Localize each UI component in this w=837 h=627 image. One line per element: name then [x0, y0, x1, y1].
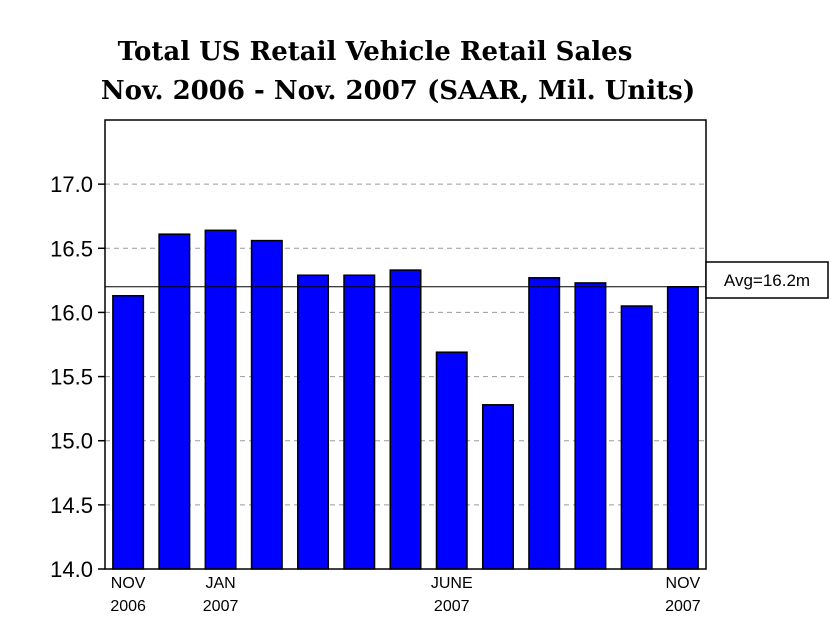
bars [112, 229, 699, 570]
bar [574, 282, 607, 570]
bar [528, 277, 561, 570]
bar [481, 404, 514, 570]
x-tick-label: JAN [205, 575, 235, 592]
bar [297, 274, 330, 570]
bar [389, 269, 422, 570]
x-tick-label: NOV [666, 575, 701, 592]
average-label-box [705, 261, 829, 299]
y-tick-label: 17.0 [50, 172, 93, 197]
x-tick-label: 2007 [665, 598, 701, 615]
y-tick-label: 16.5 [50, 236, 93, 261]
y-tick-label: 14.0 [50, 557, 93, 582]
bar [250, 239, 283, 570]
bar [158, 233, 191, 570]
chart-title-line1: Total US Retail Vehicle Retail Sales [118, 37, 633, 67]
x-tick-label: NOV [111, 575, 146, 592]
y-axis: 14.0 14.5 15.0 15.5 16.0 16.5 17.0 [50, 172, 105, 582]
x-tick-label: 2007 [434, 598, 470, 615]
y-tick-label: 16.0 [50, 300, 93, 325]
average-label: Avg=16.2m [724, 271, 810, 290]
bar [204, 229, 237, 570]
y-tick-label: 15.0 [50, 429, 93, 454]
bar [435, 351, 468, 570]
bar [343, 274, 376, 570]
y-tick-label: 15.5 [50, 365, 93, 390]
bar [112, 295, 145, 570]
plot-frame [104, 119, 707, 570]
x-axis: NOV 2006 JAN 2007 JUNE 2007 NOV 2007 [110, 575, 700, 615]
x-tick-label: JUNE [431, 575, 473, 592]
bar [666, 286, 699, 570]
x-tick-label: 2006 [110, 598, 146, 615]
y-tick-label: 14.5 [50, 493, 93, 518]
bar [620, 305, 653, 570]
x-tick-label: 2007 [203, 598, 239, 615]
chart-title-line2: Nov. 2006 - Nov. 2007 (SAAR, Mil. Units) [101, 76, 695, 106]
average-reference: Avg=16.2m [105, 261, 829, 299]
